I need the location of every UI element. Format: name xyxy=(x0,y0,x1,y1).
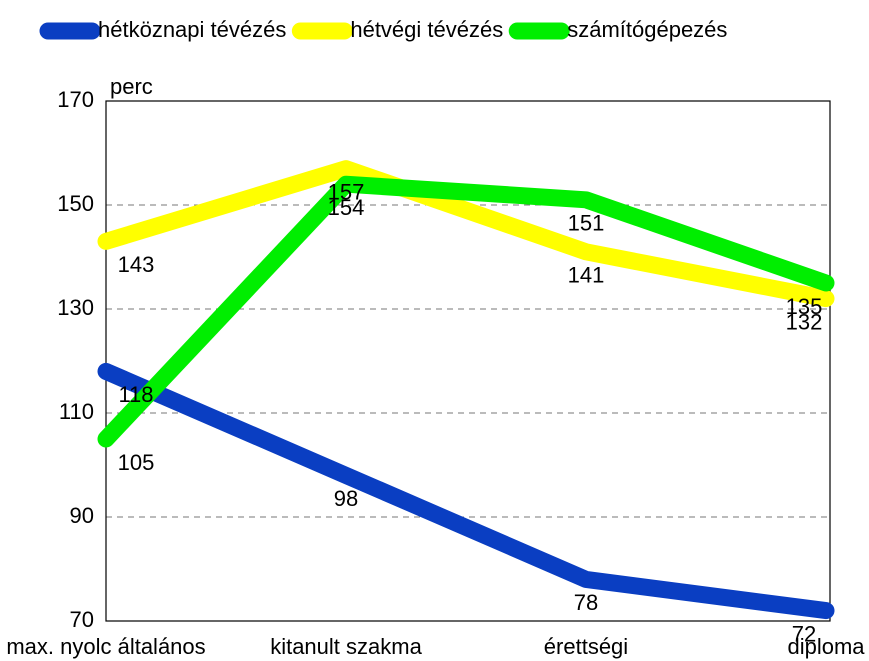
plot-frame xyxy=(105,100,831,622)
legend-label: hétköznapi tévézés xyxy=(98,17,286,42)
x-tick-label: kitanult szakma xyxy=(270,634,422,659)
x-tick-label: diploma xyxy=(787,634,865,659)
data-label: 118 xyxy=(118,382,153,407)
data-label: 105 xyxy=(118,450,155,475)
data-label: 154 xyxy=(328,195,365,220)
series-line xyxy=(97,362,835,620)
series-line xyxy=(97,175,835,448)
legend-label: számítógépezés xyxy=(567,17,727,42)
data-label: 72 xyxy=(792,621,816,646)
data-label: 98 xyxy=(334,486,358,511)
data-label: 78 xyxy=(574,590,598,615)
y-tick-label: 90 xyxy=(70,503,94,528)
data-label: 143 xyxy=(118,252,155,277)
y-tick-label: 70 xyxy=(70,607,94,632)
series-line xyxy=(97,160,835,308)
data-label: 151 xyxy=(568,211,605,236)
legend-label: hétvégi tévézés xyxy=(350,17,503,42)
y-tick-label: 130 xyxy=(57,295,94,320)
y-axis-label: perc xyxy=(110,74,153,99)
data-label: 135 xyxy=(786,294,823,319)
data-label: 157 xyxy=(328,179,365,204)
y-tick-label: 150 xyxy=(57,191,94,216)
x-tick-label: max. nyolc általános xyxy=(6,634,205,659)
y-tick-label: 170 xyxy=(57,87,94,112)
data-label: 132 xyxy=(786,309,823,334)
data-label: 141 xyxy=(568,263,605,288)
y-tick-label: 110 xyxy=(59,399,94,424)
x-tick-label: érettségi xyxy=(544,634,628,659)
